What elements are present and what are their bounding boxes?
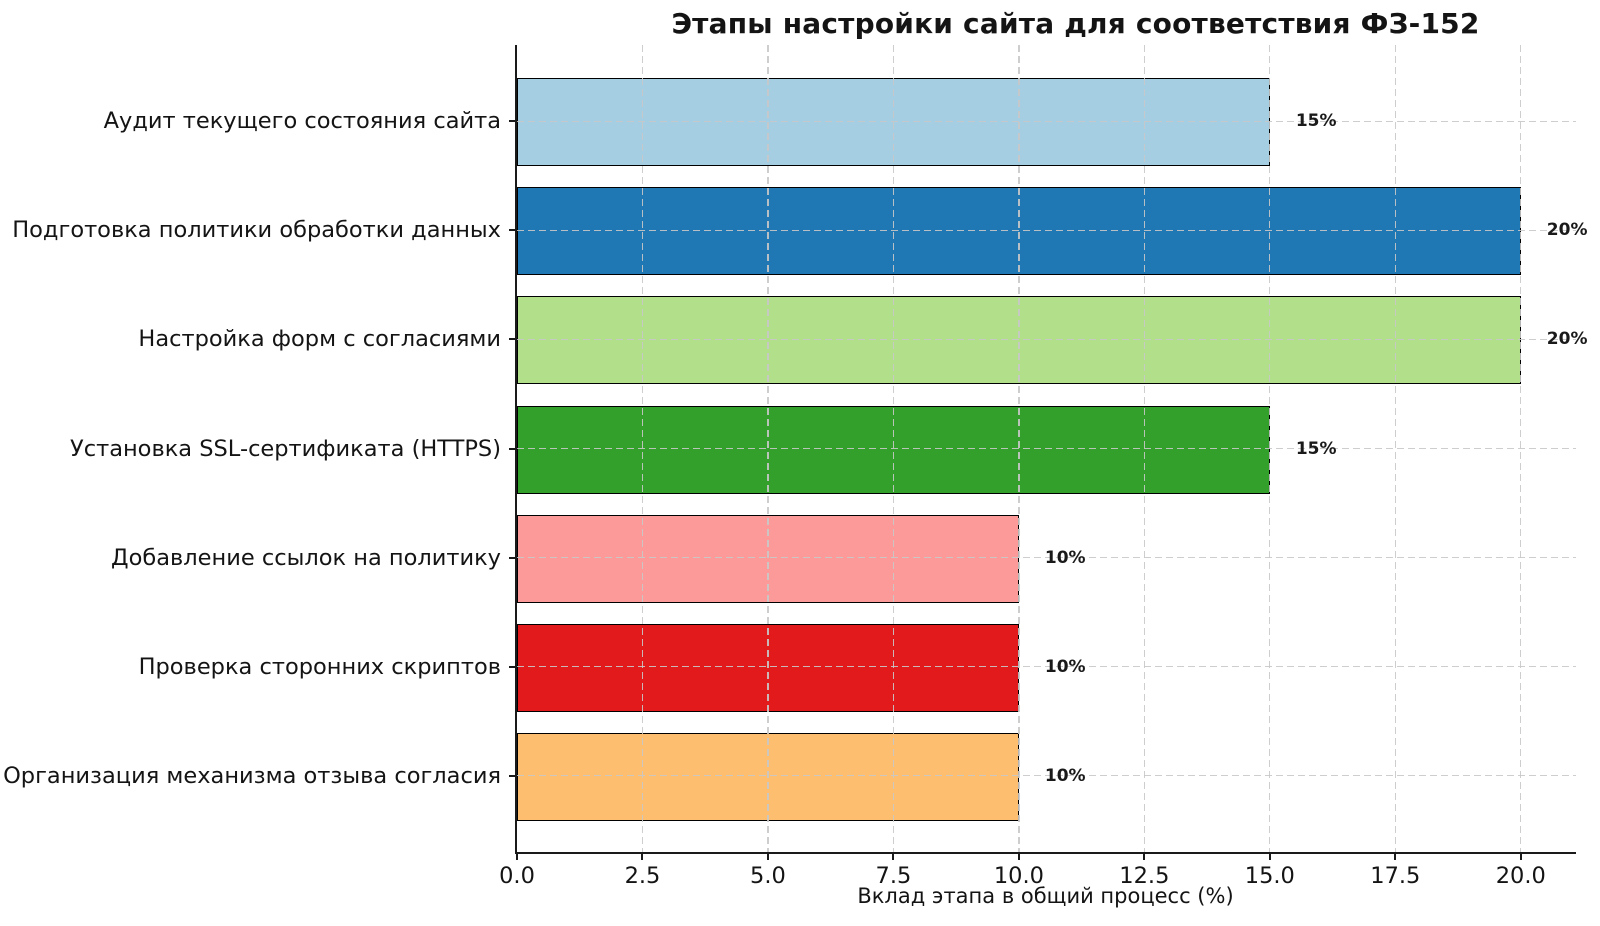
- bar-value-label: 15%: [1295, 111, 1337, 132]
- x-tick-mark: [1394, 852, 1397, 860]
- bar-value-label: 10%: [1044, 656, 1086, 677]
- y-category-label: Подготовка политики обработки данных: [12, 217, 501, 244]
- x-tick-mark: [1143, 852, 1146, 860]
- chart-title: Этапы настройки сайта для соответствия Ф…: [671, 7, 1480, 40]
- x-tick-label: 20.0: [1495, 863, 1546, 889]
- x-tick-mark: [1017, 852, 1020, 860]
- y-tick-mark: [509, 338, 517, 341]
- x-tick-label: 10.0: [993, 863, 1044, 889]
- bar-value-label: 10%: [1044, 765, 1086, 786]
- x-tick-mark: [892, 852, 895, 860]
- x-tick-label: 12.5: [1119, 863, 1170, 889]
- x-tick-label: 17.5: [1370, 863, 1421, 889]
- y-category-label: Аудит текущего состояния сайта: [103, 108, 501, 135]
- y-category-label: Добавление ссылок на политику: [111, 544, 501, 571]
- bar-value-label: 15%: [1295, 438, 1337, 459]
- y-gridline: [517, 338, 1576, 341]
- x-tick-label: 15.0: [1244, 863, 1295, 889]
- y-tick-mark: [509, 447, 517, 450]
- x-tick-mark: [766, 852, 769, 860]
- y-tick-mark: [509, 229, 517, 232]
- y-tick-mark: [509, 665, 517, 668]
- bar-value-label: 20%: [1546, 329, 1588, 350]
- y-tick-mark: [509, 774, 517, 777]
- y-tick-mark: [509, 556, 517, 559]
- y-tick-mark: [509, 120, 517, 123]
- x-axis-title: Вклад этапа в общий процесс (%): [857, 884, 1234, 908]
- y-category-label: Проверка сторонних скриптов: [138, 653, 501, 680]
- y-gridline: [517, 774, 1576, 777]
- y-gridline: [517, 447, 1576, 450]
- x-tick-mark: [1268, 852, 1271, 860]
- bar-value-label: 10%: [1044, 547, 1086, 568]
- x-tick-mark: [1519, 852, 1522, 860]
- y-gridline: [517, 229, 1576, 232]
- y-gridline: [517, 120, 1576, 123]
- x-tick-label: 5.0: [750, 863, 786, 889]
- y-category-label: Установка SSL-сертификата (HTTPS): [70, 435, 501, 462]
- plot-area: 0.0 2.5 5.0 7.5 10.0 12.5 15.0 17.5 20.0 15% Аудит…: [3, 45, 1587, 889]
- x-tick-mark: [641, 852, 644, 860]
- x-tick-label: 2.5: [624, 863, 661, 889]
- y-category-label: Настройка форм с согласиями: [138, 326, 501, 353]
- x-tick-label: 0.0: [499, 863, 535, 889]
- bar-value-label: 20%: [1546, 220, 1588, 241]
- y-gridline: [517, 556, 1576, 559]
- x-tick-mark: [516, 852, 518, 860]
- x-tick-label: 7.5: [875, 863, 912, 889]
- y-category-label: Организация механизма отзыва согласия: [3, 762, 501, 789]
- y-gridline: [517, 665, 1576, 668]
